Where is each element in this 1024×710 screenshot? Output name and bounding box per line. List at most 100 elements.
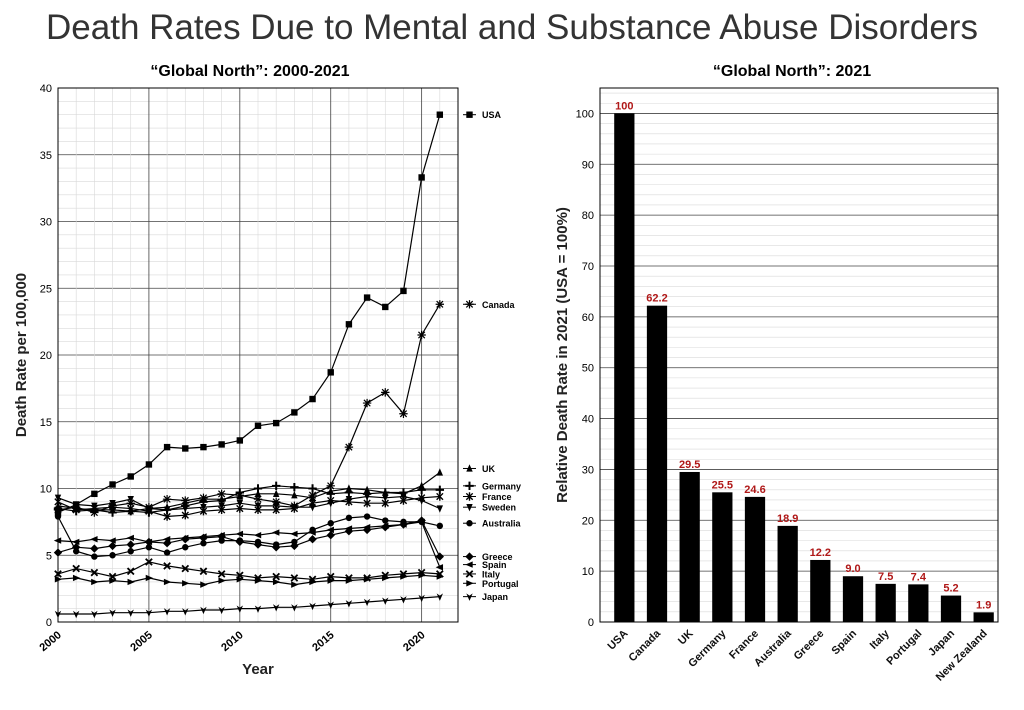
data-point bbox=[418, 174, 425, 181]
data-point bbox=[91, 490, 98, 498]
series-usa bbox=[54, 111, 444, 516]
legend-item-japan: Japan bbox=[463, 592, 508, 602]
data-point bbox=[399, 521, 407, 528]
data-point bbox=[363, 513, 371, 520]
data-point bbox=[436, 573, 445, 580]
legend-item-germany: Germany bbox=[463, 481, 521, 491]
data-point bbox=[53, 537, 62, 544]
data-point bbox=[181, 564, 190, 573]
data-point bbox=[381, 522, 389, 530]
y-tick-label: 0 bbox=[46, 617, 52, 629]
bar-new-zealand bbox=[973, 612, 994, 622]
legend-label: Canada bbox=[482, 300, 516, 310]
data-point bbox=[326, 531, 335, 540]
data-point bbox=[271, 543, 281, 552]
bar-uk bbox=[679, 471, 700, 622]
data-point bbox=[218, 441, 225, 448]
line-chart: “Global North”: 2000-2021 0 5 10 15 20 25 30 35… bbox=[13, 63, 522, 678]
category-label-canada: Canada bbox=[627, 627, 664, 664]
data-label-greece: 12.2 bbox=[810, 547, 831, 559]
data-point bbox=[145, 609, 153, 617]
data-point bbox=[200, 443, 207, 451]
data-label-france: 24.6 bbox=[744, 484, 765, 496]
data-point bbox=[344, 525, 353, 532]
data-point bbox=[344, 442, 354, 452]
y-tick-label: 0 bbox=[588, 617, 594, 629]
data-point bbox=[182, 505, 189, 513]
data-point bbox=[418, 497, 425, 505]
data-point bbox=[435, 552, 445, 561]
series-line-japan bbox=[58, 596, 440, 615]
bar-chart-y-ticks: 0 10 20 30 40 50 60 70 80 90 100 bbox=[576, 108, 594, 629]
data-point bbox=[54, 494, 62, 503]
legend-label: Australia bbox=[482, 519, 522, 529]
data-point bbox=[290, 541, 299, 551]
data-point bbox=[290, 530, 298, 538]
category-label-spain: Spain bbox=[829, 627, 859, 657]
category-label-portugal: Portugal bbox=[884, 628, 924, 668]
y-tick-label: 20 bbox=[582, 515, 594, 527]
data-point bbox=[145, 544, 153, 551]
data-point bbox=[272, 489, 280, 498]
data-point bbox=[162, 536, 171, 543]
series-japan bbox=[54, 593, 444, 619]
data-point bbox=[272, 572, 281, 581]
data-point bbox=[145, 574, 154, 582]
data-point bbox=[127, 504, 135, 513]
bar-chart: “Global North”: 2021 0 10 20 30 40 50 60 70 80 90… bbox=[554, 63, 999, 684]
y-tick-label: 35 bbox=[40, 150, 52, 162]
category-label-greece: Greece bbox=[792, 628, 827, 663]
y-tick-label: 60 bbox=[582, 312, 594, 324]
data-point bbox=[400, 596, 407, 604]
data-point bbox=[200, 540, 207, 547]
data-point bbox=[271, 497, 281, 507]
series-line-australia bbox=[57, 515, 440, 558]
data-point bbox=[253, 494, 263, 504]
data-point bbox=[54, 570, 62, 578]
data-point bbox=[163, 549, 171, 556]
bar-france bbox=[744, 496, 766, 622]
bar-japan bbox=[940, 595, 962, 622]
series-portugal bbox=[54, 572, 445, 588]
data-point bbox=[127, 578, 135, 586]
y-tick-label: 50 bbox=[582, 363, 594, 375]
data-point bbox=[345, 577, 354, 584]
data-point bbox=[71, 543, 81, 552]
data-point bbox=[127, 548, 134, 555]
data-point bbox=[90, 568, 99, 577]
y-tick-label: 20 bbox=[40, 350, 52, 362]
bar-australia bbox=[777, 525, 798, 622]
y-tick-label: 30 bbox=[582, 464, 594, 476]
legend-label: UK bbox=[482, 464, 495, 474]
legend-marker bbox=[465, 481, 474, 491]
legend-item-usa: USA bbox=[463, 110, 502, 120]
data-point bbox=[436, 111, 444, 118]
data-point bbox=[217, 489, 226, 499]
data-point bbox=[363, 485, 371, 494]
data-point bbox=[291, 490, 298, 499]
data-point bbox=[291, 503, 298, 512]
data-point bbox=[127, 473, 134, 480]
data-point bbox=[363, 294, 371, 301]
data-point bbox=[200, 606, 207, 615]
series-line-spain bbox=[57, 521, 441, 568]
data-point bbox=[345, 495, 353, 504]
category-label-usa: USA bbox=[606, 628, 631, 653]
data-point bbox=[345, 600, 353, 608]
data-point bbox=[272, 578, 281, 586]
data-point bbox=[54, 610, 62, 619]
data-point bbox=[254, 577, 263, 584]
legend-label: Spain bbox=[482, 560, 507, 570]
data-point bbox=[218, 577, 226, 584]
data-point bbox=[291, 604, 298, 612]
data-point bbox=[326, 526, 334, 534]
series-line-usa bbox=[57, 114, 441, 514]
data-point bbox=[126, 540, 135, 549]
data-point bbox=[382, 597, 389, 605]
data-point bbox=[126, 534, 134, 542]
data-point bbox=[72, 574, 81, 582]
data-point bbox=[163, 562, 171, 570]
data-point bbox=[400, 493, 407, 501]
